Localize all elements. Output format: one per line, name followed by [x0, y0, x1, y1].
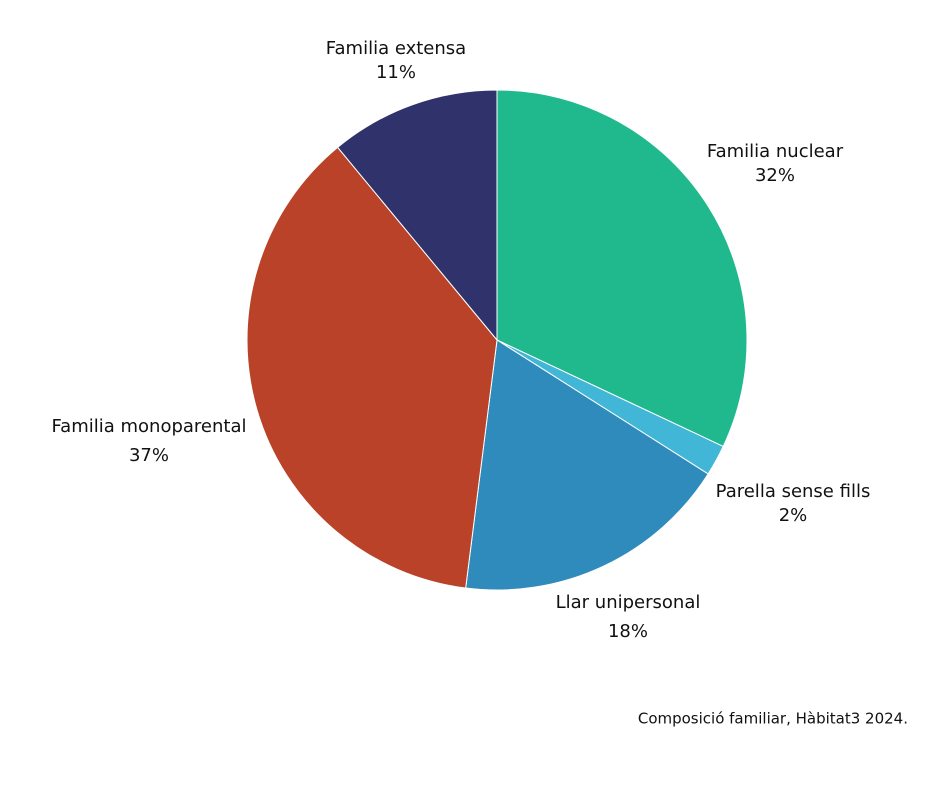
- slice-label: Familia monoparental: [51, 416, 246, 437]
- pie-slice: [246, 146, 498, 589]
- slice-value-label: 18%: [608, 621, 648, 642]
- slice-label: Familia extensa: [326, 38, 466, 59]
- slice-value-label: 11%: [376, 62, 416, 83]
- pie-slice: [336, 89, 498, 342]
- slice-label: Familia nuclear: [707, 141, 844, 162]
- caption: Composició familiar, Hàbitat3 2024.: [638, 710, 908, 728]
- slice-label: Llar unipersonal: [556, 592, 701, 613]
- slice-label: Parella sense fills: [716, 481, 871, 502]
- pie-slice: [496, 89, 748, 448]
- pie-slice: [465, 339, 709, 591]
- slice-value-label: 2%: [779, 505, 808, 526]
- slice-value-label: 37%: [129, 445, 169, 466]
- slice-value-label: 32%: [755, 165, 795, 186]
